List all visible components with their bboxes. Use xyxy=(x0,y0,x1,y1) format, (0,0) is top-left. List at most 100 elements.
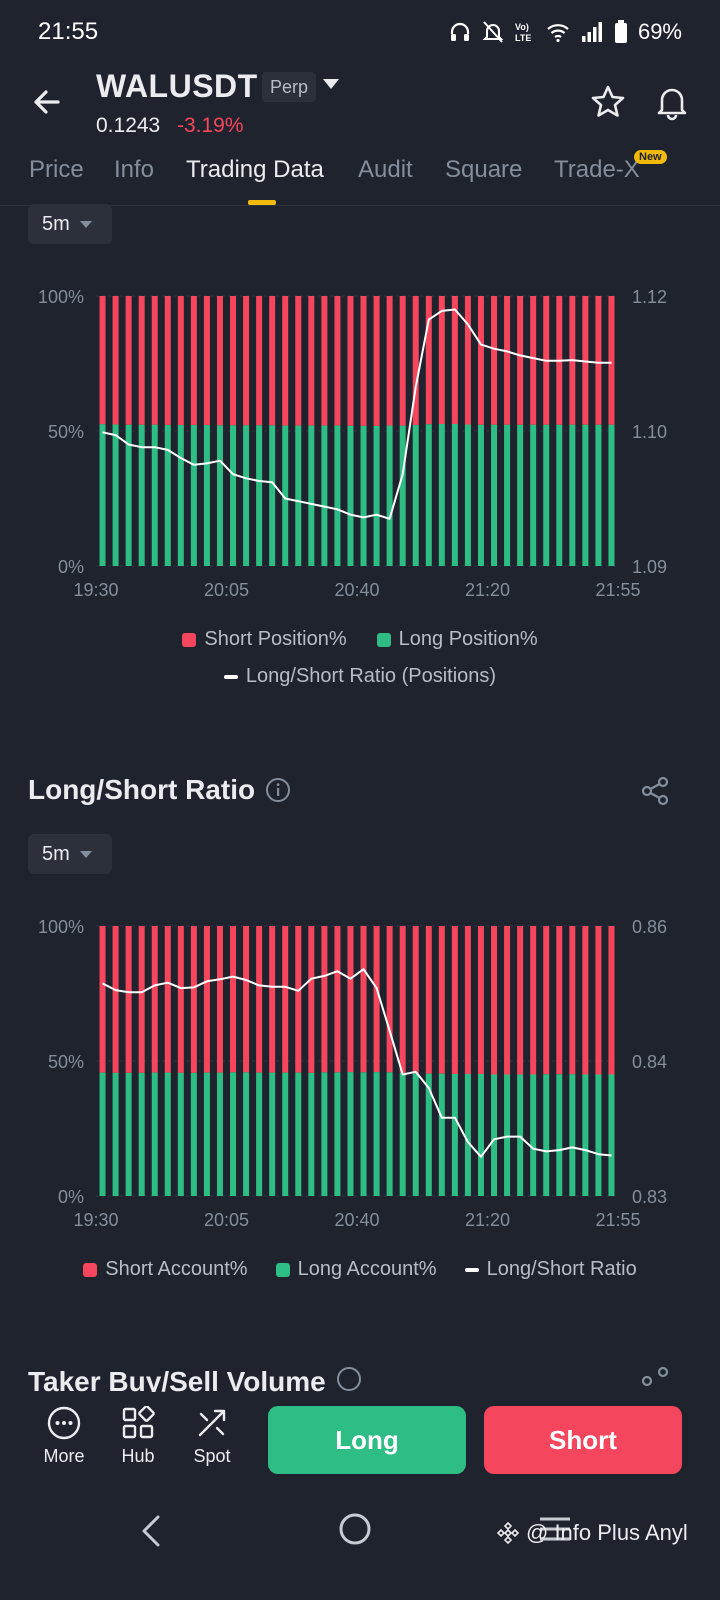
more-button[interactable]: More xyxy=(34,1406,94,1467)
tab-trade-x[interactable]: Trade-X xyxy=(554,156,640,183)
short-bar xyxy=(269,926,276,1073)
legend-long-account: Long Account% xyxy=(275,1258,437,1281)
short-bar xyxy=(386,296,393,426)
long-bar xyxy=(517,1074,524,1196)
star-icon[interactable] xyxy=(588,82,628,122)
info-icon[interactable] xyxy=(336,1366,362,1392)
binance-logo-icon xyxy=(496,1521,520,1545)
long-bar xyxy=(282,1072,289,1196)
legend-long-position: Long Position% xyxy=(376,628,538,651)
short-swatch xyxy=(182,632,197,647)
long-bar xyxy=(125,424,132,566)
long-bar xyxy=(321,1072,328,1196)
bell-muted-icon xyxy=(482,21,504,43)
info-icon[interactable] xyxy=(265,777,291,803)
spot-button[interactable]: Spot xyxy=(182,1406,242,1467)
tab-trading-data[interactable]: Trading Data xyxy=(186,156,324,183)
last-price: 0.1243 xyxy=(96,114,161,137)
symbol-title[interactable]: WALUSDT xyxy=(96,68,258,104)
short-bar xyxy=(504,926,511,1075)
y-left-tick-label: 100% xyxy=(38,917,84,937)
x-tick-label: 20:40 xyxy=(334,1210,379,1230)
y-left-tick-label: 50% xyxy=(48,422,84,442)
long-bar xyxy=(504,424,511,566)
short-bar xyxy=(608,296,615,425)
headphones-icon xyxy=(450,22,470,41)
nav-recents-icon[interactable] xyxy=(538,1516,572,1542)
short-bar xyxy=(282,296,289,426)
short-bar xyxy=(464,296,471,425)
long-bar xyxy=(112,424,119,566)
short-bar xyxy=(477,926,484,1074)
long-bar xyxy=(151,1072,158,1196)
swap-icon xyxy=(198,1409,226,1437)
long-bar xyxy=(425,1073,432,1196)
short-bar xyxy=(412,296,419,426)
legend-long-account-label: Long Account% xyxy=(297,1258,437,1280)
short-bar xyxy=(530,926,537,1075)
short-bar xyxy=(386,926,393,1073)
long-bar xyxy=(386,425,393,566)
long-bar xyxy=(177,1072,184,1196)
y-right-tick-label: 1.10 xyxy=(632,422,667,442)
long-button[interactable]: Long xyxy=(268,1406,466,1474)
x-tick-label: 21:55 xyxy=(595,580,640,600)
short-bar xyxy=(543,926,550,1075)
long-bar xyxy=(399,1072,406,1196)
y-right-tick-label: 1.09 xyxy=(632,557,667,577)
long-bar xyxy=(216,1072,223,1196)
interval-selector-positions[interactable]: 5m xyxy=(28,204,112,244)
bell-icon[interactable] xyxy=(652,82,692,122)
short-button[interactable]: Short xyxy=(484,1406,682,1474)
long-bar xyxy=(595,424,602,566)
long-bar xyxy=(295,1072,302,1196)
long-bar xyxy=(203,1072,210,1196)
nav-back-icon[interactable] xyxy=(136,1514,166,1548)
nav-home-icon[interactable] xyxy=(338,1512,372,1546)
long-bar xyxy=(608,1074,615,1196)
short-bar xyxy=(282,926,289,1073)
long-bar xyxy=(360,425,367,566)
short-bar xyxy=(164,296,171,426)
short-bar xyxy=(334,926,341,1073)
system-nav-bar xyxy=(0,1500,720,1600)
legend-ratio: Long/Short Ratio xyxy=(464,1258,637,1281)
x-tick-label: 19:30 xyxy=(73,580,118,600)
share-icon[interactable] xyxy=(640,776,670,806)
back-arrow-icon[interactable] xyxy=(28,82,68,122)
long-bar xyxy=(386,1072,393,1196)
interval-selector-ratio[interactable]: 5m xyxy=(28,834,112,874)
long-bar xyxy=(608,424,615,566)
tab-info[interactable]: Info xyxy=(114,156,155,183)
tab-square[interactable]: Square xyxy=(445,156,523,183)
long-bar xyxy=(269,425,276,566)
caret-down-icon xyxy=(79,220,92,228)
long-bar xyxy=(582,424,589,566)
short-bar xyxy=(373,296,380,426)
short-bar xyxy=(360,296,367,426)
y-right-tick-label: 0.83 xyxy=(632,1187,667,1207)
hub-icon xyxy=(122,1406,155,1439)
long-swatch xyxy=(376,632,391,647)
interval-label: 5m xyxy=(42,842,70,865)
positions-legend: Short Position% Long Position% Long/Shor… xyxy=(0,628,720,702)
long-bar xyxy=(334,1072,341,1196)
chevron-down-icon[interactable] xyxy=(322,78,340,90)
short-bar xyxy=(321,926,328,1073)
short-bar xyxy=(556,926,563,1075)
short-bar xyxy=(399,296,406,426)
status-icons: Vo) LTE 69% xyxy=(448,19,682,45)
tab-audit[interactable]: Audit xyxy=(358,156,413,183)
hub-button[interactable]: Hub xyxy=(108,1406,168,1467)
short-bar xyxy=(608,926,615,1075)
new-badge: New xyxy=(634,150,667,164)
share-icon[interactable] xyxy=(640,1366,670,1392)
long-bar xyxy=(164,1072,171,1196)
more-icon xyxy=(47,1406,81,1440)
short-bar xyxy=(308,296,315,426)
short-bar xyxy=(334,296,341,426)
short-bar xyxy=(582,296,589,425)
long-bar xyxy=(451,423,458,566)
short-bar xyxy=(595,926,602,1075)
tab-price[interactable]: Price xyxy=(29,156,84,183)
